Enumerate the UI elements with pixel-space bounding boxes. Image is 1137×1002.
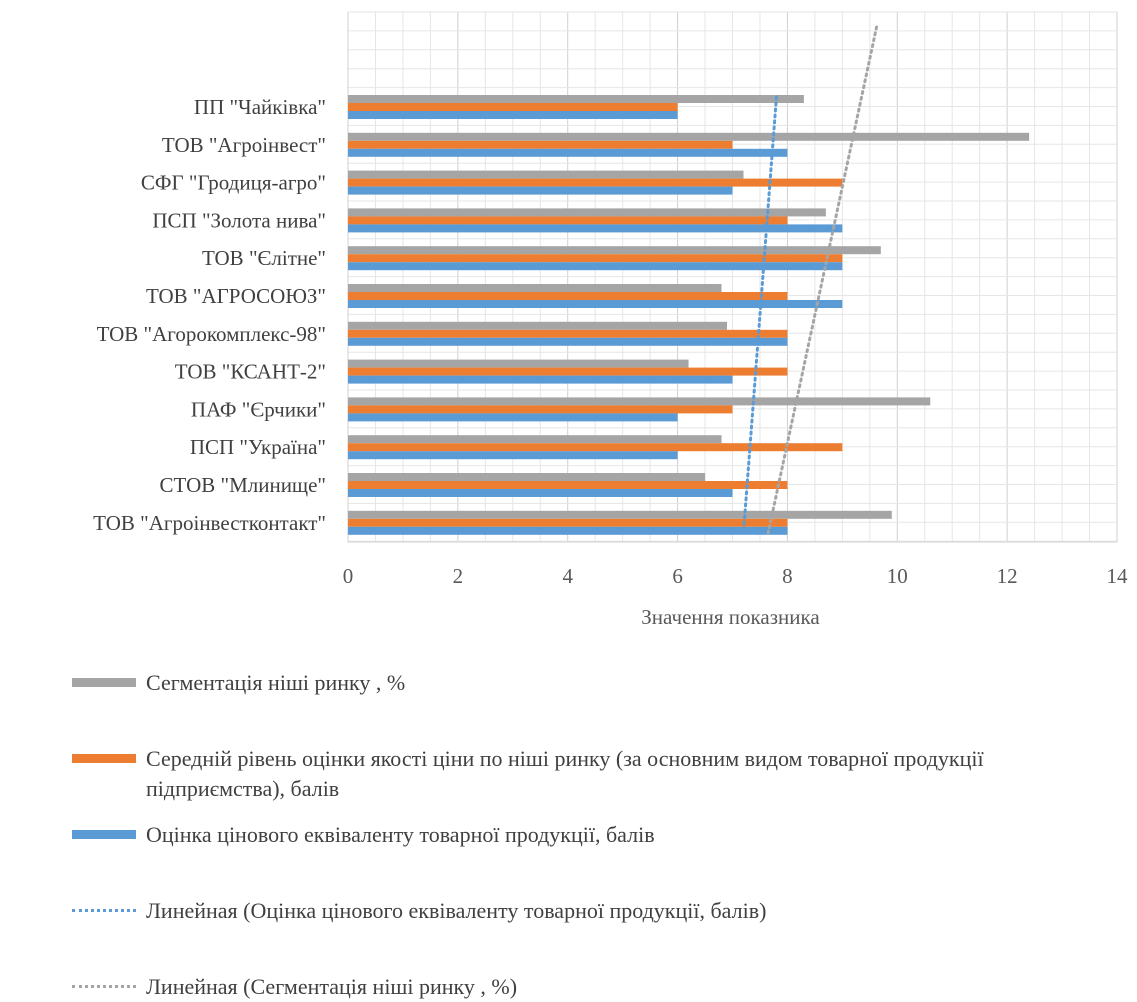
bar-segmentation	[348, 208, 826, 217]
x-tick-label: 2	[453, 564, 464, 588]
legend-key	[72, 744, 136, 772]
legend-item-trend-segmentation: Линейная (Сегментація ніші ринку , %)	[72, 972, 1106, 1002]
bar-price-quality	[348, 178, 843, 187]
category-label: ТОВ "Агорокомплекс-98"	[97, 322, 326, 346]
bar-segmentation	[348, 473, 706, 481]
x-tick-label: 8	[782, 564, 793, 588]
category-label: ТОВ "Агроінвест"	[162, 133, 326, 157]
legend-label: Линейная (Оцінка цінового еквіваленту то…	[146, 898, 767, 923]
category-label: ПСП "Золота нива"	[152, 208, 326, 232]
bar-price-equivalent	[348, 148, 788, 157]
bar-price-equivalent	[348, 111, 678, 119]
x-tick-label: 4	[562, 564, 573, 588]
category-label: ПСП "Україна"	[190, 435, 326, 459]
x-tick-label: 10	[887, 564, 908, 588]
legend-item-trend-price-equivalent: Линейная (Оцінка цінового еквіваленту то…	[72, 896, 1106, 926]
bar-segmentation	[348, 132, 1030, 141]
bar-price-quality	[348, 481, 788, 489]
bar-segmentation	[348, 510, 892, 519]
category-label: ПП "Чайківка"	[194, 95, 326, 119]
bar-price-quality	[348, 103, 678, 111]
bar-price-equivalent	[348, 337, 788, 346]
category-label: ТОВ "АГРОСОЮЗ"	[146, 284, 326, 308]
bar-price-quality	[348, 292, 788, 300]
legend-label: Оцінка цінового еквіваленту товарної про…	[146, 822, 655, 847]
bar-price-equivalent	[348, 300, 843, 308]
legend-key	[72, 820, 136, 848]
bar-price-quality	[348, 367, 788, 376]
bar-segmentation	[348, 246, 881, 255]
bar-segmentation	[348, 95, 804, 103]
x-tick-label: 0	[343, 564, 354, 588]
bar-segmentation	[348, 170, 744, 179]
bar-price-equivalent	[348, 451, 678, 460]
bar-segmentation	[348, 435, 722, 444]
bar-price-equivalent	[348, 224, 843, 233]
bar-price-equivalent	[348, 375, 733, 384]
category-label: ТОВ "Агроінвестконтакт"	[93, 511, 326, 535]
legend-label: Сегментація ніші ринку , %	[146, 670, 406, 695]
category-label: СТОВ "Млинище"	[160, 473, 326, 497]
x-axis-title: Значення показника	[641, 605, 820, 629]
bar-price-equivalent	[348, 186, 733, 195]
bar-chart: ПП "Чайківка" ТОВ "Агроінвест" СФГ "Гродиц…	[93, 11, 1129, 629]
bar-price-quality	[348, 140, 733, 149]
bar-price-quality	[348, 518, 788, 527]
bar-segmentation	[348, 397, 931, 406]
legend-key	[72, 972, 136, 1000]
legend-item-price-equivalent: Оцінка цінового еквіваленту товарної про…	[72, 820, 1106, 850]
legend-key	[72, 668, 136, 696]
legend-item-price-quality: Середній рівень оцінки якості ціни по ні…	[72, 744, 1106, 804]
category-label: ТОВ "Єлітне"	[202, 246, 326, 270]
bar-segmentation	[348, 359, 689, 368]
bar-price-equivalent	[348, 413, 678, 422]
x-tick-label: 6	[672, 564, 683, 588]
bar-segmentation	[348, 321, 728, 330]
bar-price-equivalent	[348, 262, 843, 271]
bar-price-equivalent	[348, 489, 733, 497]
x-tick-label: 12	[997, 564, 1018, 588]
category-label: СФГ "Гродиця-агро"	[141, 171, 326, 195]
legend-item-segmentation: Сегментація ніші ринку , %	[72, 668, 1106, 698]
x-tick-label: 14	[1107, 564, 1129, 588]
trendline-segmentation	[766, 25, 879, 535]
bar-price-quality	[348, 405, 733, 414]
category-label: ПАФ "Єрчики"	[191, 397, 326, 421]
bar-segmentation	[348, 284, 722, 292]
category-label: ТОВ "КСАНТ-2"	[175, 360, 326, 384]
legend-label: Линейная (Сегментація ніші ринку , %)	[146, 974, 518, 999]
bar-price-quality	[348, 329, 788, 338]
legend-key	[72, 896, 136, 924]
bar-price-quality	[348, 254, 843, 263]
bar-price-equivalent	[348, 526, 788, 535]
legend-label: Середній рівень оцінки якості ціни по ні…	[146, 746, 984, 801]
bar-price-quality	[348, 443, 843, 452]
trendline-price-equivalent	[741, 95, 778, 535]
bar-price-quality	[348, 216, 788, 225]
